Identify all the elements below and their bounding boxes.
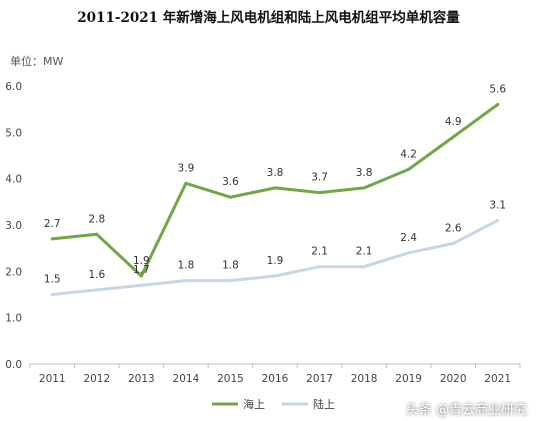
x-tick-label: 2019	[395, 373, 422, 385]
data-label: 2.8	[88, 213, 105, 225]
y-tick-label: 3.0	[5, 220, 22, 232]
chart-title: 2011-2021 年新增海上风电机组和陆上风电机组平均单机容量	[77, 10, 460, 26]
y-axis-unit-label: 单位：MW	[10, 55, 64, 68]
data-label: 2.6	[445, 223, 462, 235]
data-point	[95, 288, 99, 292]
data-point	[451, 242, 455, 246]
data-point	[407, 251, 411, 255]
data-point	[496, 103, 500, 107]
data-label: 5.6	[489, 84, 506, 96]
x-tick-label: 2013	[128, 373, 155, 385]
data-point	[362, 265, 366, 269]
series-lines	[50, 103, 500, 296]
data-point	[318, 265, 322, 269]
data-label: 3.8	[356, 167, 373, 179]
x-tick-label: 2020	[440, 373, 467, 385]
data-point	[451, 135, 455, 139]
data-point	[50, 293, 54, 296]
data-point	[184, 181, 188, 185]
x-tick-label: 2021	[484, 373, 511, 385]
x-tick-label: 2011	[39, 373, 66, 385]
y-tick-label: 5.0	[5, 127, 22, 139]
data-label: 3.7	[311, 172, 328, 184]
data-labels: 2.7 2.8 1.9 3.9 3.6 3.8 3.7 3.8 4.2 4.9 5.6 1.5 1.6 1…	[44, 84, 506, 286]
legend-label: 海上	[243, 397, 265, 411]
data-label: 1.8	[222, 260, 239, 272]
x-tick-label: 2015	[217, 373, 244, 385]
data-label: 1.6	[88, 269, 105, 281]
data-label: 1.8	[178, 260, 195, 272]
data-label: 1.7	[133, 264, 150, 276]
legend: 海上 陆上	[212, 397, 335, 411]
data-point	[50, 237, 54, 241]
data-point	[496, 218, 500, 222]
data-point	[407, 167, 411, 171]
data-label: 3.1	[489, 199, 506, 211]
data-point	[318, 191, 322, 195]
data-label: 1.5	[44, 274, 61, 286]
data-point	[273, 274, 277, 278]
data-point	[228, 279, 232, 283]
x-tick-label: 2018	[351, 373, 378, 385]
series-line-海上	[50, 103, 500, 278]
data-point	[139, 274, 143, 278]
x-tick-label: 2017	[306, 373, 333, 385]
data-label: 2.1	[311, 246, 328, 258]
data-label: 1.9	[267, 255, 284, 267]
data-label: 3.9	[178, 162, 195, 174]
y-tick-label: 4.0	[5, 174, 22, 186]
data-point	[273, 186, 277, 190]
watermark-text: 头条 @青云商业研究	[405, 403, 527, 418]
data-label: 2.4	[400, 232, 417, 244]
data-point	[228, 195, 232, 199]
data-point	[362, 186, 366, 190]
legend-label: 陆上	[313, 397, 335, 411]
data-label: 3.8	[267, 167, 284, 179]
data-point	[95, 232, 99, 236]
y-tick-label: 1.0	[5, 313, 22, 325]
x-tick-label: 2014	[173, 373, 200, 385]
data-label: 4.2	[400, 148, 417, 160]
data-label: 2.7	[44, 218, 61, 230]
x-tick-label: 2012	[83, 373, 110, 385]
y-tick-label: 2.0	[5, 266, 22, 278]
axes: 0.0 1.0 2.0 3.0 4.0 5.0 6.0 2011 2012 2013 2014 201…	[5, 81, 521, 385]
data-label: 1.9	[133, 255, 150, 267]
data-label: 3.6	[222, 176, 239, 188]
data-point	[139, 283, 143, 287]
data-point	[184, 279, 188, 283]
data-label: 2.1	[356, 246, 373, 258]
y-tick-label: 6.0	[5, 81, 22, 93]
data-label: 4.9	[445, 116, 462, 128]
y-tick-label: 0.0	[5, 359, 22, 371]
x-tick-label: 2016	[262, 373, 289, 385]
